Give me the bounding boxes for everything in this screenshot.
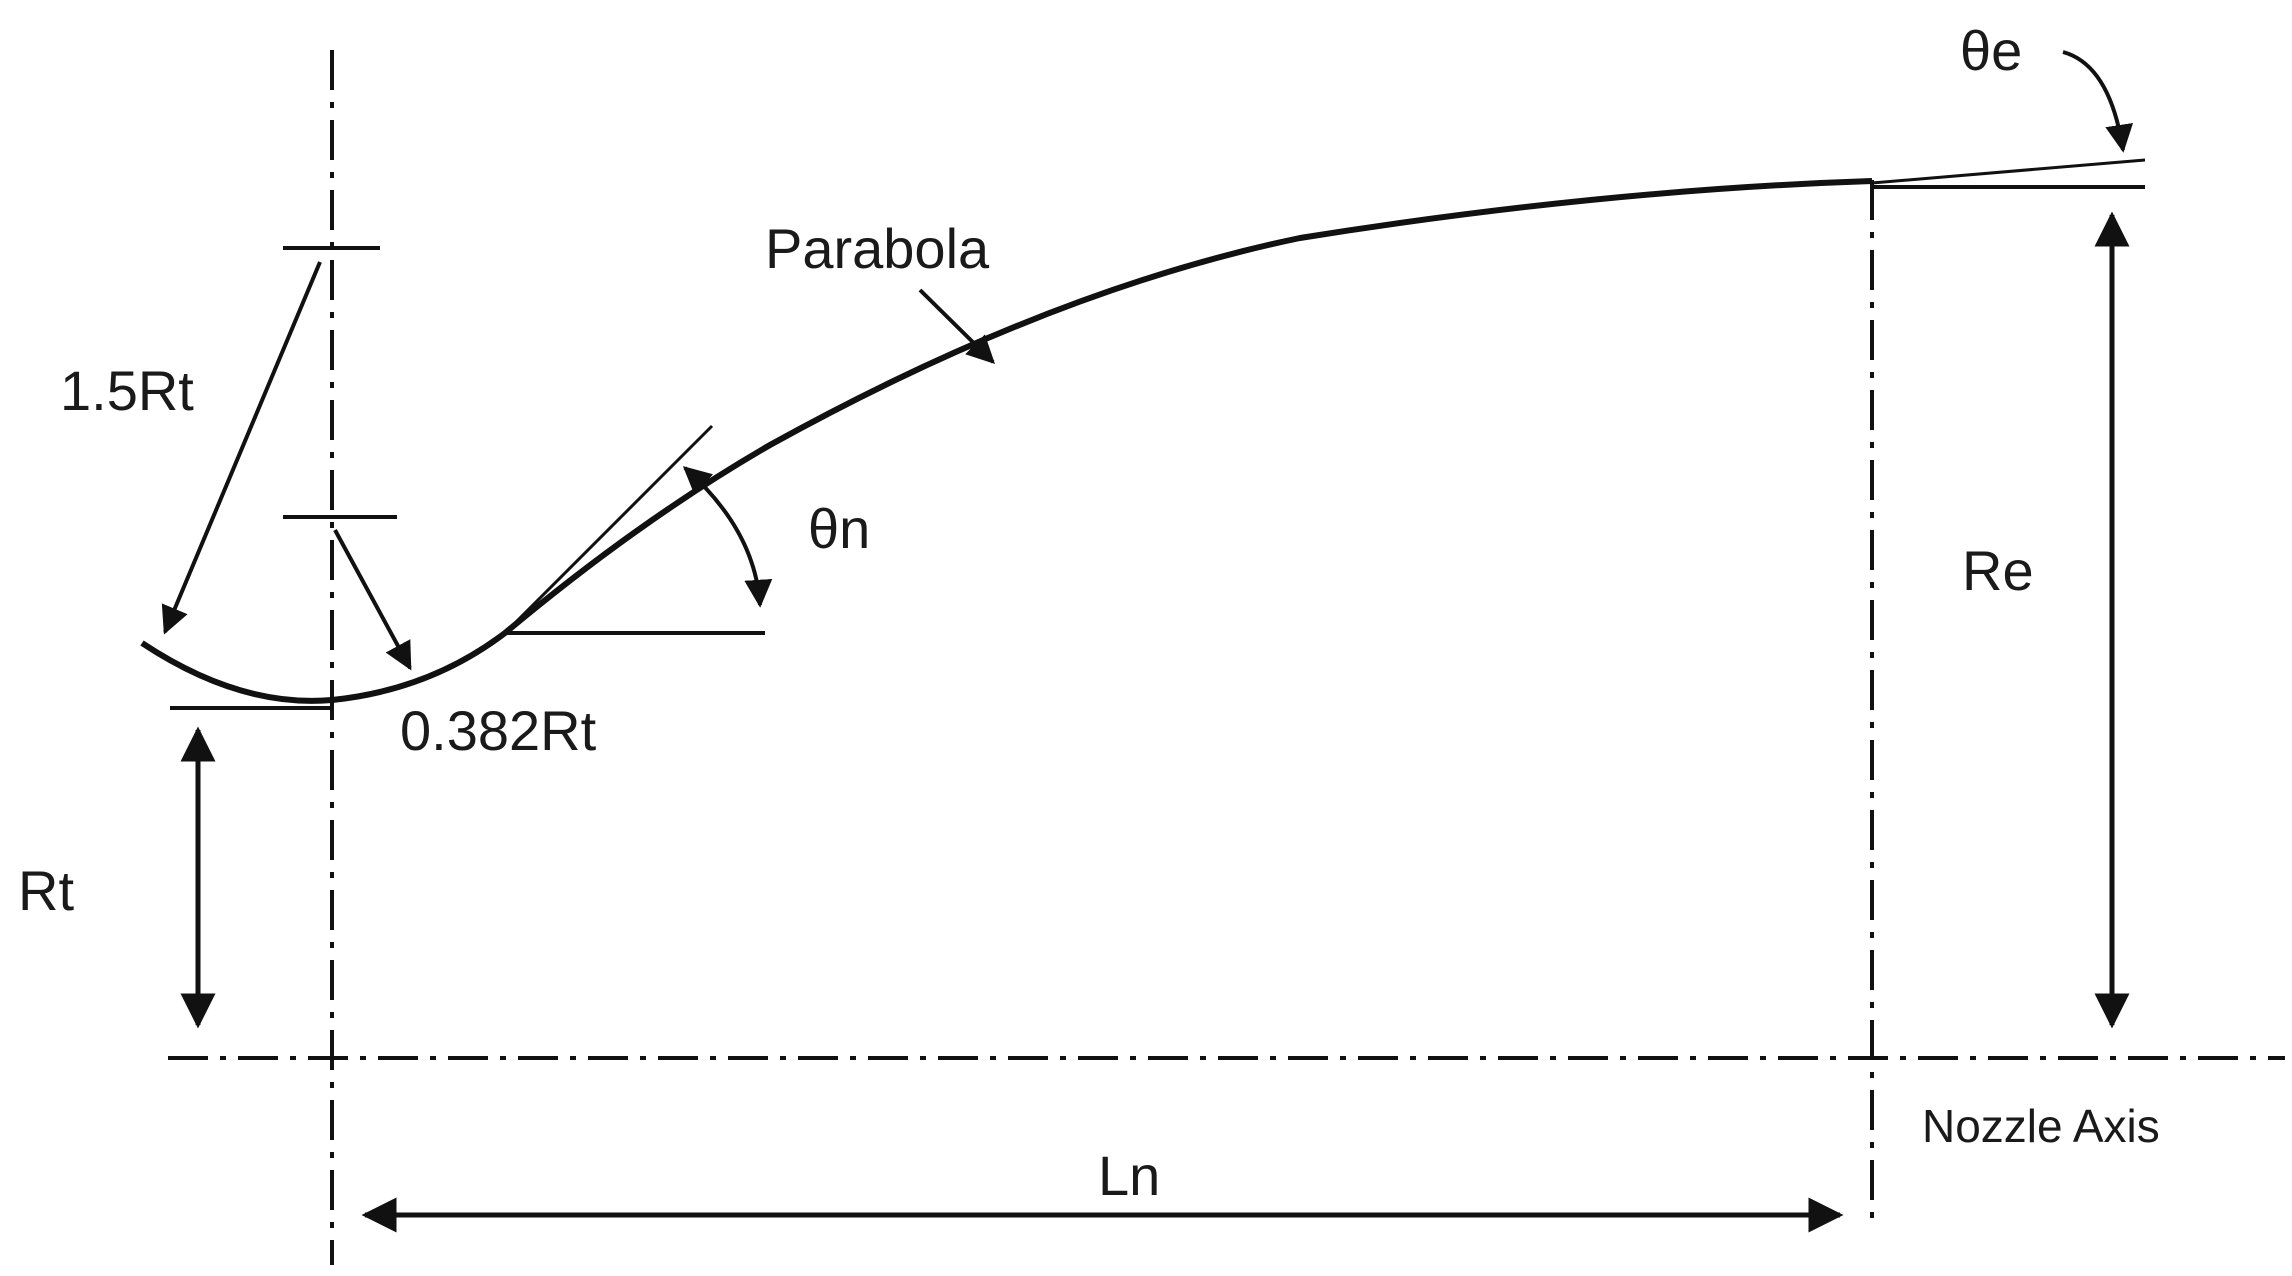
exit-angle-label: θe [1960,19,2022,82]
nozzle-length-label: Ln [1098,1144,1160,1207]
initial-angle-label: θn [808,497,870,560]
exit-angle-tangent-line [1871,158,2146,185]
nozzle-axis-label: Nozzle Axis [1922,1100,2160,1152]
exit-arc-radius-arrow [333,529,412,671]
throat-radius-label: Rt [18,859,74,922]
parabola-leader-arrow [918,288,995,364]
entrance-arc-label: 1.5Rt [60,359,194,422]
exit-angle-leader-arrow [2062,50,2134,153]
nozzle-contour [140,178,1873,704]
exit-radius-label: Re [1962,539,2034,602]
initial-angle-arc [682,466,773,608]
initial-angle-tangent-line [503,424,714,635]
exit-arc-label: 0.382Rt [400,699,597,762]
parabola-label: Parabola [765,217,990,280]
entrance-arc-radius-arrow [161,261,322,635]
